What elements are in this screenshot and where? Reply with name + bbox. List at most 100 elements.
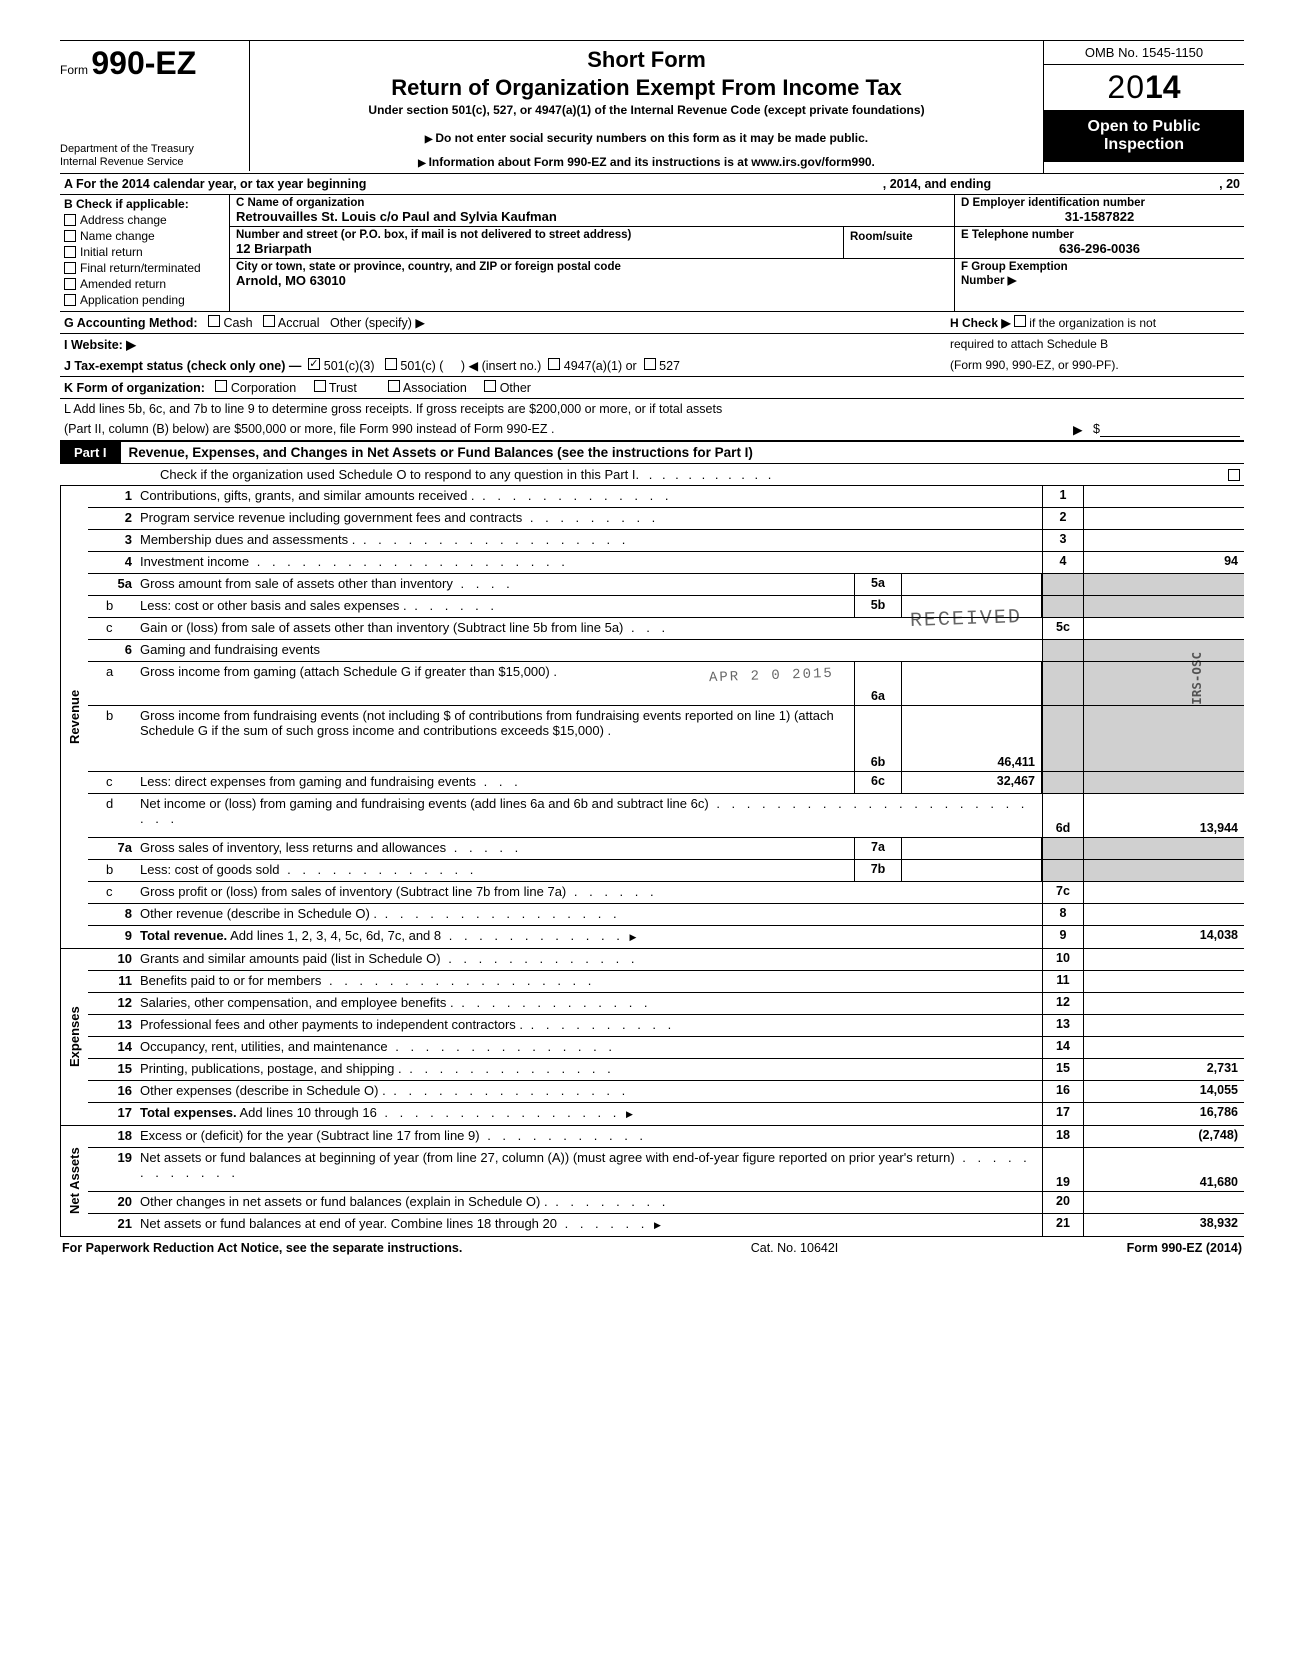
line-16: 16 Other expenses (describe in Schedule … (88, 1081, 1244, 1103)
header-center: Short Form Return of Organization Exempt… (250, 41, 1044, 173)
line-6a: a Gross income from gaming (attach Sched… (88, 662, 1244, 706)
ein-val: 31-1587822 (961, 209, 1238, 224)
open-public-2: Inspection (1048, 136, 1240, 154)
year-bold: 14 (1145, 69, 1181, 105)
stamp-received: RECEIVED (910, 606, 1023, 633)
part1-title: Revenue, Expenses, and Changes in Net As… (121, 442, 1244, 463)
line-a-mid: , 2014, and ending (879, 174, 995, 194)
line-6c: c Less: direct expenses from gaming and … (88, 772, 1244, 794)
name-lbl: C Name of organization (236, 197, 948, 209)
chk-initial-return[interactable]: Initial return (64, 245, 225, 259)
chk-schedule-o[interactable] (1228, 469, 1240, 481)
h-txt2: required to attach Schedule B (950, 337, 1240, 352)
note-ssn: Do not enter social security numbers on … (258, 131, 1035, 145)
tel-val: 636-296-0036 (961, 241, 1238, 256)
form-header: Form 990-EZ Department of the Treasury I… (60, 40, 1244, 174)
note-info: Information about Form 990-EZ and its in… (258, 155, 1035, 169)
title-short-form: Short Form (258, 47, 1035, 73)
open-to-public: Open to Public Inspection (1044, 110, 1244, 162)
chk-corp[interactable] (215, 380, 227, 392)
header-left: Form 990-EZ Department of the Treasury I… (60, 41, 250, 171)
section-b: B Check if applicable: Address change Na… (60, 195, 230, 311)
line-5c: c Gain or (loss) from sale of assets oth… (88, 618, 1244, 640)
street-val: 12 Briarpath (236, 241, 837, 256)
chk-app-pending[interactable]: Application pending (64, 293, 225, 307)
h-txt: if the organization is not (1029, 316, 1156, 330)
chk-h[interactable] (1014, 315, 1026, 327)
entity-grid: B Check if applicable: Address change Na… (60, 195, 1244, 312)
grp-lbl2: Number ▶ (961, 273, 1238, 287)
line-2: 2 Program service revenue including gove… (88, 508, 1244, 530)
chk-accrual[interactable] (263, 315, 275, 327)
line-9: 9 Total revenue. Add lines 1, 2, 3, 4, 5… (88, 926, 1244, 948)
chk-4947[interactable] (548, 358, 560, 370)
line-a-begin[interactable] (370, 174, 878, 194)
tax-year: 2014 (1044, 65, 1244, 110)
ein-lbl: D Employer identification number (961, 197, 1238, 209)
side-netassets: Net Assets (60, 1126, 88, 1236)
room-lbl: Room/suite (850, 231, 913, 243)
footer-mid: Cat. No. 10642I (751, 1241, 839, 1255)
g-lbl: G Accounting Method: (64, 316, 198, 330)
line-12: 12 Salaries, other compensation, and emp… (88, 993, 1244, 1015)
line-17: 17 Total expenses. Add lines 10 through … (88, 1103, 1244, 1125)
chk-other-org[interactable] (484, 380, 496, 392)
h-txt3: (Form 990, 990-EZ, or 990-PF). (950, 358, 1240, 373)
line-8: 8 Other revenue (describe in Schedule O)… (88, 904, 1244, 926)
footer-left: For Paperwork Reduction Act Notice, see … (62, 1241, 462, 1255)
chk-501c[interactable] (385, 358, 397, 370)
header-right: OMB No. 1545-1150 2014 Open to Public In… (1044, 41, 1244, 162)
side-revenue: Revenue (60, 486, 88, 948)
l-text2: (Part II, column (B) below) are $500,000… (64, 422, 554, 437)
chk-501c3[interactable] (308, 358, 320, 370)
part1-check-line: Check if the organization used Schedule … (60, 464, 1244, 486)
line-7b: b Less: cost of goods sold . . . . . . .… (88, 860, 1244, 882)
g-other: Other (specify) ▶ (330, 316, 425, 330)
street-lbl: Number and street (or P.O. box, if mail … (236, 229, 837, 241)
chk-final-return[interactable]: Final return/terminated (64, 261, 225, 275)
line-6b: b Gross income from fundraising events (… (88, 706, 1244, 772)
chk-address-change[interactable]: Address change (64, 213, 225, 227)
line-5a: 5a Gross amount from sale of assets othe… (88, 574, 1244, 596)
line-1: 1 Contributions, gifts, grants, and simi… (88, 486, 1244, 508)
chk-name-change[interactable]: Name change (64, 229, 225, 243)
form-990ez: Form 990-EZ Department of the Treasury I… (60, 40, 1244, 1259)
chk-trust[interactable] (314, 380, 326, 392)
chk-amended[interactable]: Amended return (64, 277, 225, 291)
footer: For Paperwork Reduction Act Notice, see … (60, 1237, 1244, 1259)
subtitle: Under section 501(c), 527, or 4947(a)(1)… (258, 103, 1035, 117)
line-15: 15 Printing, publications, postage, and … (88, 1059, 1244, 1081)
section-d: D Employer identification number 31-1587… (954, 195, 1244, 311)
title-return: Return of Organization Exempt From Incom… (258, 75, 1035, 101)
open-public-1: Open to Public (1048, 118, 1240, 136)
line-a: A For the 2014 calendar year, or tax yea… (60, 174, 1244, 195)
city-val: Arnold, MO 63010 (236, 273, 948, 288)
line-5b: b Less: cost or other basis and sales ex… (88, 596, 1244, 618)
org-name: Retrouvailles St. Louis c/o Paul and Syl… (236, 209, 948, 224)
stamp-date: APR 2 0 2015 (709, 666, 834, 686)
line-10: 10 Grants and similar amounts paid (list… (88, 949, 1244, 971)
row-j: J Tax-exempt status (check only one) — 5… (60, 355, 1244, 377)
city-lbl: City or town, state or province, country… (236, 261, 948, 273)
chk-527[interactable] (644, 358, 656, 370)
section-c: C Name of organization Retrouvailles St.… (230, 195, 954, 311)
dept-line2: Internal Revenue Service (60, 156, 243, 169)
line-a-end[interactable] (995, 174, 1215, 194)
part1-header: Part I Revenue, Expenses, and Changes in… (60, 441, 1244, 464)
part1-check-text: Check if the organization used Schedule … (160, 467, 636, 482)
line-21: 21 Net assets or fund balances at end of… (88, 1214, 1244, 1236)
chk-cash[interactable] (208, 315, 220, 327)
row-l1: L Add lines 5b, 6c, and 7b to line 9 to … (60, 399, 1244, 419)
i-lbl: I Website: ▶ (64, 338, 136, 352)
l-arrow: ▶ (1073, 422, 1083, 437)
line-3: 3 Membership dues and assessments . . . … (88, 530, 1244, 552)
form-number-big: 990-EZ (91, 45, 196, 81)
part1-lbl: Part I (60, 442, 121, 463)
chk-assoc[interactable] (388, 380, 400, 392)
side-expenses: Expenses (60, 949, 88, 1125)
dept-block: Department of the Treasury Internal Reve… (60, 143, 243, 169)
tel-lbl: E Telephone number (961, 229, 1238, 241)
part1-table: Revenue 1 Contributions, gifts, grants, … (60, 486, 1244, 1237)
l-amount[interactable] (1100, 422, 1240, 437)
row-k: K Form of organization: Corporation Trus… (60, 377, 1244, 399)
